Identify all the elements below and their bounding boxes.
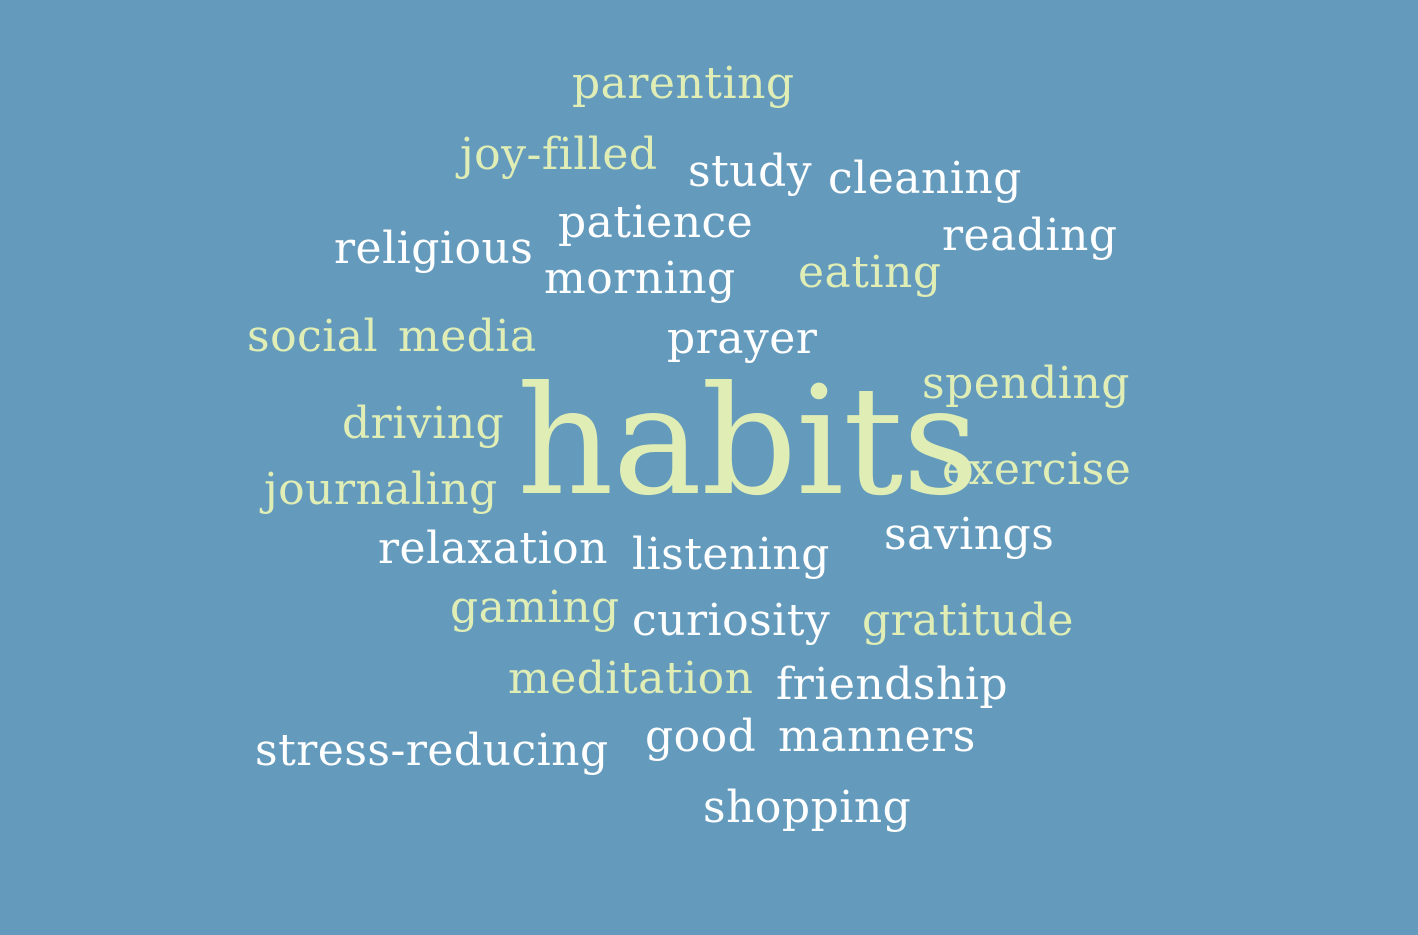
word-joy-filled: joy-filled [460, 129, 658, 180]
word-exercise: exercise [942, 444, 1132, 495]
word-relaxation: relaxation [378, 523, 609, 574]
word-patience: patience [558, 197, 754, 248]
word-cleaning: cleaning [828, 153, 1022, 204]
word-listening: listening [632, 529, 830, 580]
word-eating: eating [798, 247, 942, 298]
word-friendship: friendship [776, 659, 1009, 710]
word-manners: manners [778, 711, 976, 762]
word-journaling: journaling [264, 464, 498, 515]
word-curiosity: curiosity [632, 595, 831, 646]
word-spending: spending [922, 358, 1130, 409]
word-shopping: shopping [703, 782, 912, 833]
word-gratitude: gratitude [862, 595, 1074, 646]
word-habits: habits [517, 355, 979, 529]
word-meditation: meditation [508, 653, 754, 704]
word-driving: driving [342, 398, 505, 449]
word-stress-reducing: stress-reducing [255, 725, 609, 776]
word-reading: reading [942, 210, 1118, 261]
word-morning: morning [544, 253, 736, 304]
word-religious: religious [334, 223, 534, 274]
word-social: social [247, 311, 379, 362]
word-parenting: parenting [572, 58, 795, 109]
word-gaming: gaming [450, 582, 620, 633]
word-media: media [398, 311, 537, 362]
word-savings: savings [884, 509, 1055, 560]
word-prayer: prayer [667, 313, 818, 364]
word-study: study [688, 146, 813, 197]
word-good: good [645, 711, 757, 762]
